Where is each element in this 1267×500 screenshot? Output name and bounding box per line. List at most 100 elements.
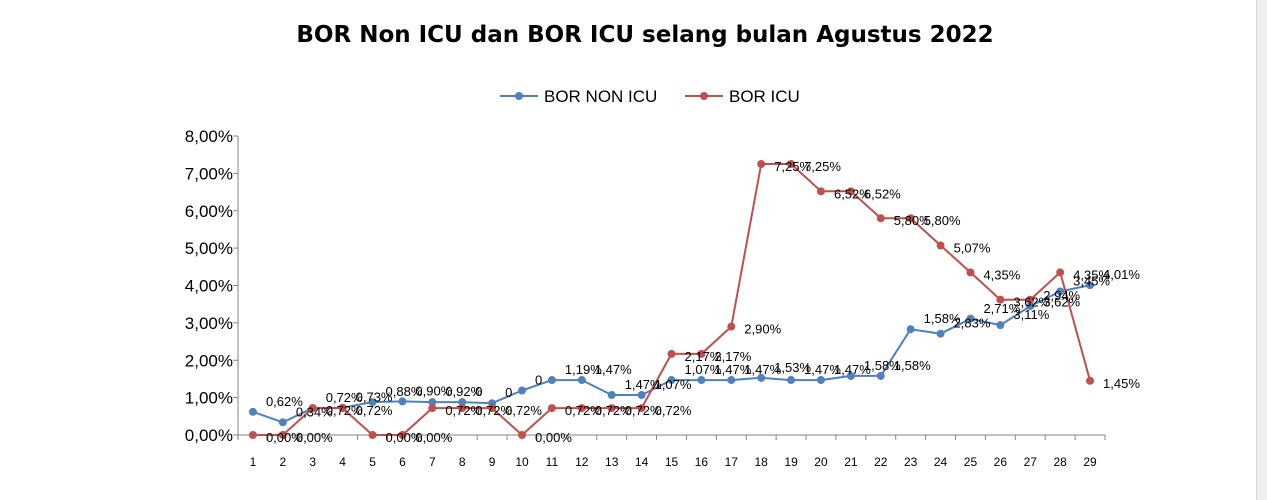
data-label: 0,62%	[266, 394, 303, 409]
y-tick-label: 1,00%	[185, 389, 233, 408]
data-label: 3,11%	[1013, 307, 1049, 322]
data-label: 0,00%	[266, 430, 303, 445]
data-point	[876, 214, 885, 223]
data-label: 0,72%	[655, 403, 692, 418]
data-point	[637, 391, 646, 400]
data-label: 1,58%	[864, 358, 901, 373]
x-tick-label: 14	[635, 455, 649, 469]
data-label: 0	[475, 384, 482, 399]
x-tick-label: 3	[309, 455, 316, 469]
x-tick-label: 1	[250, 455, 257, 469]
data-label: 4,35%	[1073, 267, 1110, 282]
chart-title: BOR Non ICU dan BOR ICU selang bulan Agu…	[296, 22, 994, 48]
data-label: 0,72%	[595, 403, 632, 418]
x-tick-label: 17	[725, 455, 739, 469]
data-label: 0	[535, 373, 542, 388]
x-tick-label: 19	[784, 455, 798, 469]
data-label: 0,72%	[445, 403, 482, 418]
x-tick-label: 12	[575, 455, 589, 469]
data-point	[996, 321, 1005, 330]
data-label: 1,47%	[834, 362, 871, 377]
data-label: 0,90%	[415, 383, 452, 398]
legend-swatch-marker	[515, 92, 523, 100]
data-label: 1,47%	[804, 362, 841, 377]
x-tick-label: 9	[489, 455, 496, 469]
y-tick-label: 0,00%	[185, 426, 233, 445]
x-tick-label: 5	[369, 455, 376, 469]
data-label: 5,07%	[954, 241, 991, 256]
data-point	[458, 404, 467, 413]
data-label: 0,92%	[445, 384, 482, 399]
data-point	[816, 187, 825, 196]
data-point	[368, 398, 377, 407]
data-point	[787, 160, 796, 169]
x-tick-label: 22	[874, 455, 888, 469]
data-point	[757, 160, 766, 169]
data-point	[727, 376, 736, 385]
data-label: 0,88%	[386, 384, 423, 399]
data-point	[488, 404, 497, 413]
data-point	[547, 404, 556, 413]
data-point	[906, 325, 915, 334]
data-point	[308, 404, 317, 413]
data-point	[697, 376, 706, 385]
data-label: 0,72%	[475, 403, 512, 418]
x-tick-label: 11	[546, 455, 559, 469]
data-point	[936, 329, 945, 338]
data-label: 0,00%	[535, 430, 572, 445]
data-label: 6,52%	[834, 186, 871, 201]
x-tick-label: 8	[459, 455, 466, 469]
data-label: 5,80%	[924, 213, 961, 228]
data-point	[846, 371, 855, 380]
data-point	[1056, 287, 1065, 296]
data-point	[278, 431, 287, 439]
data-point	[248, 431, 257, 439]
data-point	[577, 404, 586, 413]
data-label: 3,62%	[1043, 295, 1080, 310]
legend-label: BOR NON ICU	[544, 87, 657, 106]
data-point	[966, 268, 975, 277]
data-label: 1,07%	[655, 377, 692, 392]
data-label: 6,52%	[864, 186, 901, 201]
data-label: 7,25%	[804, 159, 841, 174]
data-point	[398, 431, 407, 439]
data-point	[667, 349, 676, 358]
data-point	[816, 376, 825, 385]
data-label: 1,47%	[714, 362, 751, 377]
data-point	[1026, 302, 1035, 311]
data-label: 0,34%	[296, 404, 333, 419]
data-point	[876, 371, 885, 380]
data-point	[936, 241, 945, 250]
data-point	[787, 376, 796, 385]
data-point	[458, 398, 467, 407]
x-tick-label: 6	[399, 455, 406, 469]
data-point	[667, 376, 676, 385]
data-label: 7,25%	[774, 159, 811, 174]
data-label: 3,62%	[1013, 295, 1050, 310]
x-tick-label: 23	[904, 455, 918, 469]
x-tick-label: 24	[934, 455, 948, 469]
data-label: 2,90%	[744, 322, 781, 337]
legend-label: BOR ICU	[729, 87, 800, 106]
data-labels: 0,62%0,34%0,72%0,73%0,88%0,90%0,92%0 001,…	[266, 159, 1140, 445]
data-point	[577, 376, 586, 385]
x-tick-label: 27	[1024, 455, 1038, 469]
data-label: 2,17%	[685, 349, 722, 364]
data-label: 0,00%	[386, 430, 423, 445]
x-tick-label: 7	[429, 455, 436, 469]
x-tick-label: 2	[280, 455, 287, 469]
data-label: 0,72%	[625, 403, 662, 418]
axes: 0,00% 1,00% 2,00% 3,00% 4,00% 5,00% 6,00% 7,00%…	[185, 127, 1106, 469]
data-point	[518, 386, 527, 395]
data-label: 0,72%	[356, 403, 393, 418]
x-tick-label: 10	[515, 455, 529, 469]
x-tick-label: 28	[1053, 455, 1067, 469]
data-label: 1,47%	[625, 377, 662, 392]
y-tick-label: 7,00%	[185, 164, 233, 183]
data-label: 2,17%	[714, 349, 751, 364]
y-tick-label: 3,00%	[185, 314, 233, 333]
data-point	[906, 214, 915, 223]
data-label: 2,71%	[983, 301, 1020, 316]
y-tick-label: 2,00%	[185, 351, 233, 370]
data-label: 4,35%	[983, 267, 1020, 282]
